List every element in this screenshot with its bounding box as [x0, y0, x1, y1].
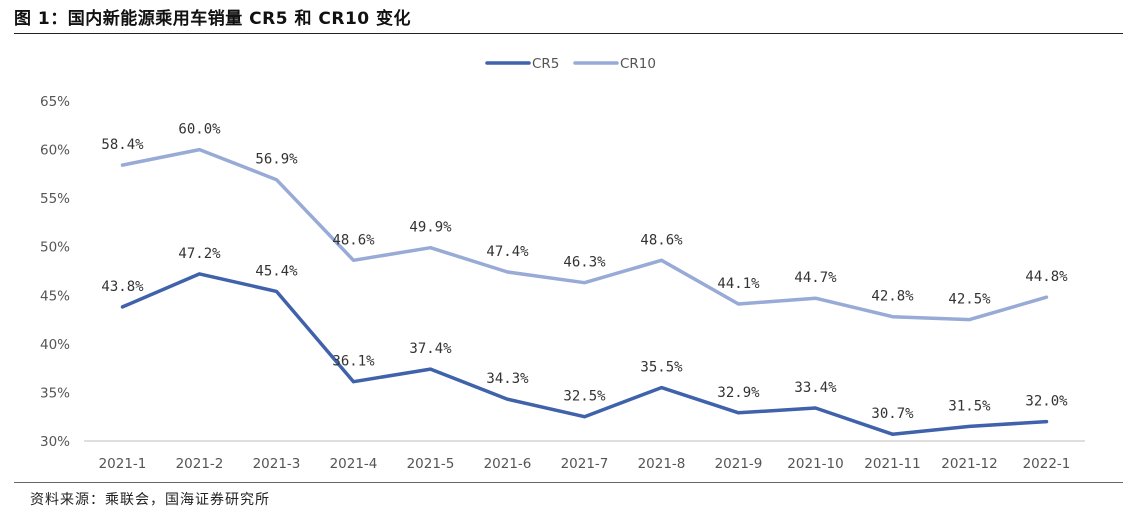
data-label-cr5: 45.4% — [255, 263, 298, 279]
data-label-cr5: 32.9% — [717, 385, 760, 401]
data-label-cr5: 33.4% — [794, 380, 837, 396]
y-tick-label: 30% — [40, 434, 70, 450]
data-label-cr10: 42.8% — [871, 289, 914, 305]
data-label-cr5: 30.7% — [871, 406, 914, 422]
title-rule — [14, 33, 1123, 34]
data-label-cr5: 43.8% — [101, 279, 144, 295]
legend-label-cr5: CR5 — [532, 56, 559, 72]
data-label-cr5: 35.5% — [640, 360, 683, 376]
y-tick-label: 50% — [40, 240, 70, 256]
y-tick-label: 60% — [40, 143, 70, 159]
x-tick-label: 2021-7 — [561, 456, 609, 472]
data-label-cr10: 46.3% — [563, 255, 606, 271]
data-label-cr10: 49.9% — [409, 220, 452, 236]
data-label-cr10: 60.0% — [178, 122, 221, 138]
data-label-cr5: 37.4% — [409, 341, 452, 357]
source-note: 资料来源：乘联会，国海证券研究所 — [30, 492, 270, 508]
x-tick-label: 2021-9 — [715, 456, 763, 472]
data-label-cr5: 32.5% — [563, 389, 606, 405]
x-tick-label: 2021-8 — [638, 456, 686, 472]
y-tick-label: 45% — [40, 288, 70, 304]
data-label-cr5: 34.3% — [486, 371, 529, 387]
x-tick-label: 2021-1 — [99, 456, 147, 472]
x-tick-label: 2021-11 — [864, 456, 920, 472]
series-line-cr10 — [120, 147, 1049, 322]
data-label-cr10: 44.1% — [717, 276, 760, 292]
source-rule — [14, 482, 1123, 483]
line-chart: 65% 60% 55% 50% 45% 40% 35% 30% 2021-1 2021-2 2021… — [40, 56, 1085, 472]
data-label-cr10: 44.7% — [794, 270, 837, 286]
x-tick-label: 2021-2 — [176, 456, 224, 472]
data-label-cr10: 58.4% — [101, 137, 144, 153]
x-tick-label: 2021-10 — [787, 456, 843, 472]
data-label-cr10: 42.5% — [948, 292, 991, 308]
data-label-cr5: 47.2% — [178, 246, 221, 262]
y-tick-label: 35% — [40, 385, 70, 401]
data-label-cr10: 56.9% — [255, 152, 298, 168]
data-label-cr5: 31.5% — [948, 398, 991, 414]
x-tick-label: 2021-12 — [941, 456, 997, 472]
x-tick-label: 2021-6 — [484, 456, 532, 472]
data-label-cr10: 48.6% — [332, 232, 375, 248]
figure-title: 图 1：国内新能源乘用车销量 CR5 和 CR10 变化 — [14, 9, 412, 29]
data-label-cr10: 47.4% — [486, 244, 529, 260]
x-tick-label: 2021-3 — [253, 456, 301, 472]
x-tick-label: 2021-4 — [330, 456, 378, 472]
data-label-cr5: 36.1% — [332, 354, 375, 370]
y-tick-label: 65% — [40, 94, 70, 110]
legend-label-cr10: CR10 — [620, 56, 656, 72]
series-line-cr5 — [120, 272, 1049, 436]
y-tick-label: 55% — [40, 191, 70, 207]
data-label-cr5: 32.0% — [1025, 394, 1068, 410]
y-tick-label: 40% — [40, 337, 70, 353]
x-tick-label: 2022-1 — [1023, 456, 1071, 472]
data-label-cr10: 44.8% — [1025, 269, 1068, 285]
data-label-cr10: 48.6% — [640, 232, 683, 248]
x-tick-label: 2021-5 — [407, 456, 455, 472]
